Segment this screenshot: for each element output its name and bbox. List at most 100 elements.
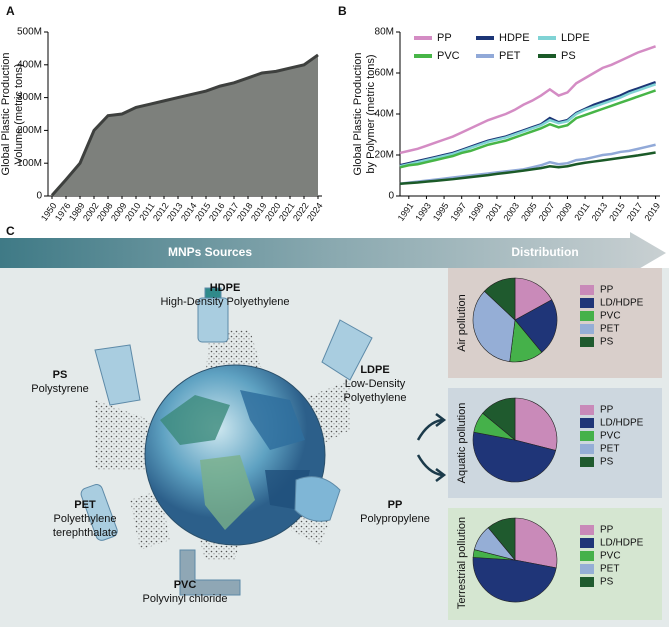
- y-tick-label: 500M: [17, 27, 42, 38]
- series-line: [399, 45, 657, 155]
- y-axis-label: by Polymer (metric tons): [365, 54, 377, 173]
- series-line: [399, 143, 656, 185]
- legend-swatch: [580, 564, 594, 574]
- x-tick-label: 2017: [625, 201, 645, 223]
- x-tick-label: 1995: [431, 201, 451, 223]
- pie-slice: [487, 517, 516, 561]
- source-name: High-Density Polyethylene: [160, 296, 289, 308]
- legend-label: PET: [600, 564, 619, 575]
- legend-swatch: [580, 525, 594, 535]
- panel-label: B: [338, 4, 347, 18]
- series-line: [399, 89, 657, 169]
- x-tick-label: 2024: [305, 201, 325, 223]
- legend-label: PVC: [437, 50, 460, 62]
- icons: [80, 287, 373, 596]
- legend-label: PET: [499, 50, 521, 62]
- legend-label: PVC: [600, 311, 621, 322]
- series-line: [399, 83, 657, 168]
- y-tick-label: 100M: [17, 158, 42, 169]
- pie-slice: [482, 397, 516, 441]
- x-tick-label: 1997: [449, 201, 469, 223]
- y-tick-label: 300M: [17, 92, 42, 103]
- legend-label: LD/HDPE: [600, 298, 644, 309]
- panel-label: C: [6, 224, 15, 238]
- x-tick-label: 2007: [537, 201, 557, 223]
- legend-label: PVC: [600, 431, 621, 442]
- x-tick-label: 2001: [484, 201, 504, 223]
- y-tick-label: 0: [36, 191, 42, 202]
- globe: [144, 364, 326, 546]
- banner-sources: MNPs Sources: [168, 245, 252, 259]
- y-axis-label: Global Plastic Production: [0, 53, 12, 176]
- area: [52, 54, 318, 197]
- x-tick-label: 1993: [413, 201, 433, 223]
- legend-swatch: [580, 405, 594, 415]
- x-tick-label: 2009: [554, 201, 574, 223]
- legend-swatch: [580, 444, 594, 454]
- source-abbr: HDPE: [210, 282, 241, 294]
- legend-swatch: [580, 431, 594, 441]
- x-tick-label: 2003: [501, 201, 521, 223]
- pie-slice: [472, 557, 557, 603]
- y-axis-label: Global Plastic Production: [352, 53, 364, 176]
- y-tick-label: 200M: [17, 125, 42, 136]
- series-line: [399, 151, 656, 185]
- legend-label: PS: [600, 337, 614, 348]
- pie-slice: [472, 290, 516, 363]
- legend-swatch: [580, 285, 594, 295]
- legend-label: HDPE: [499, 32, 530, 44]
- source-abbr: PP: [388, 499, 403, 511]
- legend-swatch: [580, 538, 594, 548]
- legend-label: PP: [437, 32, 452, 44]
- legend-label: PP: [600, 405, 614, 416]
- source-name: Low-Density: [345, 378, 406, 390]
- legend-label: LDPE: [561, 32, 590, 44]
- legend-swatch: [580, 551, 594, 561]
- legend-label: PP: [600, 525, 614, 536]
- legend-swatch: [580, 324, 594, 334]
- legend-label: PET: [600, 324, 619, 335]
- flow-arrows: [416, 413, 447, 482]
- x-tick-label: 2015: [607, 201, 627, 223]
- source-abbr: PVC: [174, 579, 197, 591]
- x-tick-label: 2005: [519, 201, 539, 223]
- y-tick-label: 0: [388, 191, 394, 202]
- legend-label: PVC: [600, 551, 621, 562]
- area-line: [50, 53, 319, 197]
- legend-swatch: [580, 337, 594, 347]
- source-name: Polyvinyl chloride: [143, 593, 228, 605]
- legend-swatch: [580, 311, 594, 321]
- banner-distribution: Distribution: [511, 245, 578, 259]
- y-tick-label: 20M: [375, 150, 394, 161]
- x-tick-label: 1991: [396, 201, 416, 223]
- pie-slice: [483, 277, 516, 321]
- legend-label: PS: [600, 457, 614, 468]
- pie-slice: [514, 517, 558, 569]
- y-tick-label: 60M: [375, 68, 394, 79]
- legend-swatch: [580, 577, 594, 587]
- legend-swatch: [580, 418, 594, 428]
- banner-arrow: [0, 232, 666, 274]
- legend-label: PS: [561, 50, 576, 62]
- y-tick-label: 400M: [17, 59, 42, 70]
- pie-title: Air pollution: [456, 294, 468, 351]
- source-name: Polystyrene: [31, 383, 88, 395]
- y-axis-label: Volume (metric tons): [13, 64, 25, 165]
- y-tick-label: 80M: [375, 27, 394, 38]
- pie-slice: [514, 299, 558, 353]
- source-abbr: PS: [53, 369, 68, 381]
- source-abbr: LDPE: [360, 364, 389, 376]
- legend-label: LD/HDPE: [600, 418, 644, 429]
- pie-slice: [514, 277, 553, 321]
- legend-swatch: [580, 457, 594, 467]
- x-tick-label: 2019: [642, 201, 662, 223]
- pie-slice: [514, 397, 558, 451]
- legend-label: LD/HDPE: [600, 538, 644, 549]
- source-abbr: PET: [74, 499, 96, 511]
- source-name: Polyethylene: [344, 392, 407, 404]
- legend-label: PET: [600, 444, 619, 455]
- source-name: terephthalate: [53, 527, 117, 539]
- legend-swatch: [580, 298, 594, 308]
